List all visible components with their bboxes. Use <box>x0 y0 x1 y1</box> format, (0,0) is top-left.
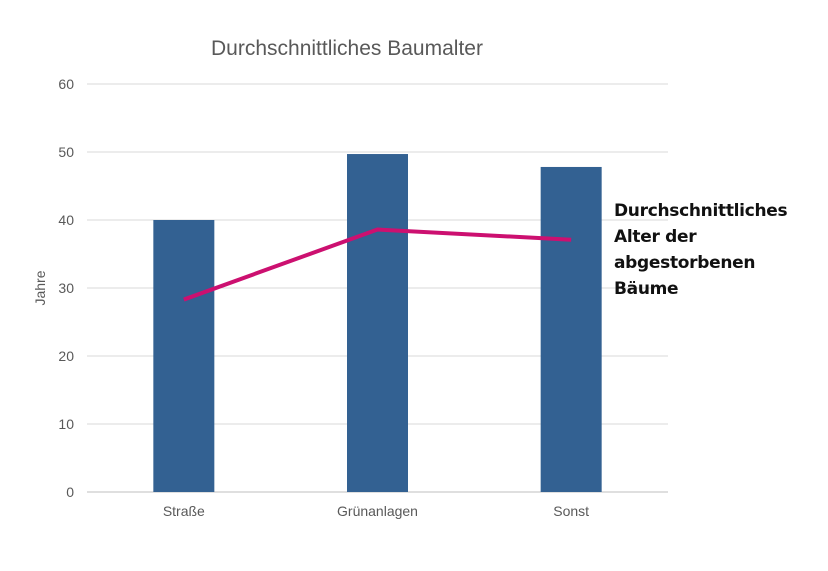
y-tick-label: 50 <box>58 144 74 160</box>
bar <box>153 220 215 492</box>
y-tick-label: 20 <box>58 348 74 364</box>
line-series <box>183 227 572 302</box>
x-tick-label: Grünanlagen <box>337 503 418 519</box>
bar <box>347 154 408 493</box>
x-tick-label: Straße <box>163 503 205 519</box>
x-tick-label: Sonst <box>553 503 589 519</box>
bar <box>540 166 602 492</box>
chart-title: Durchschnittliches Baumalter <box>211 37 483 60</box>
line-series-label: Durchschnittliches Alter der abgestorben… <box>614 201 788 299</box>
y-tick-label: 0 <box>66 484 74 500</box>
y-tick-label: 60 <box>58 76 74 92</box>
y-tick-label: 40 <box>58 212 74 228</box>
y-tick-label: 30 <box>58 280 74 296</box>
y-axis-label: Jahre <box>32 270 48 305</box>
y-tick-label: 10 <box>58 416 74 432</box>
